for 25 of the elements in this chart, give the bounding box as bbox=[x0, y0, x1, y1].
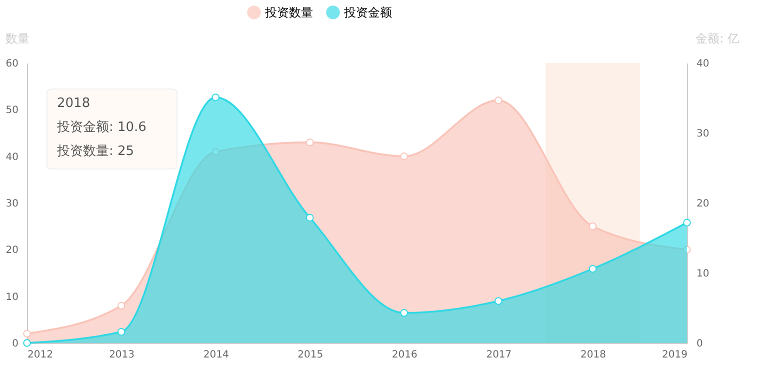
x-tick-label: 2013 bbox=[109, 350, 135, 360]
y-tick-label: 40 bbox=[6, 152, 18, 163]
legend-label: 投资金额 bbox=[343, 5, 392, 20]
y-tick-label: 10 bbox=[6, 292, 18, 303]
x-tick-label: 2015 bbox=[298, 350, 324, 360]
x-tick-label: 2016 bbox=[392, 350, 418, 360]
y2-tick-label: 30 bbox=[696, 128, 710, 140]
x-tick-label: 2019 bbox=[662, 350, 688, 360]
y-tick-label: 60 bbox=[6, 58, 18, 70]
annotation: 投资金额: 10.6 bbox=[56, 120, 146, 135]
legend-label: 投资数量 bbox=[264, 5, 313, 20]
x-tick-label: 2014 bbox=[203, 350, 229, 360]
y2-tick-label: 20 bbox=[696, 198, 710, 210]
y-tick-label: 0 bbox=[12, 338, 18, 350]
annotation: 投资数量: 25 bbox=[56, 144, 134, 159]
y2-tick-label: 0 bbox=[696, 338, 703, 350]
y-tick-label: 30 bbox=[6, 198, 18, 210]
y2-tick-label: 10 bbox=[696, 268, 710, 280]
x-tick-label: 2012 bbox=[28, 350, 53, 360]
y-tick-label: 50 bbox=[6, 105, 18, 116]
y2-tick-label: 40 bbox=[696, 58, 710, 70]
x-tick-label: 2017 bbox=[486, 350, 512, 360]
x-tick-label: 2018 bbox=[580, 350, 606, 360]
annotation: 2018 bbox=[57, 96, 90, 111]
y-tick-label: 20 bbox=[6, 245, 18, 256]
